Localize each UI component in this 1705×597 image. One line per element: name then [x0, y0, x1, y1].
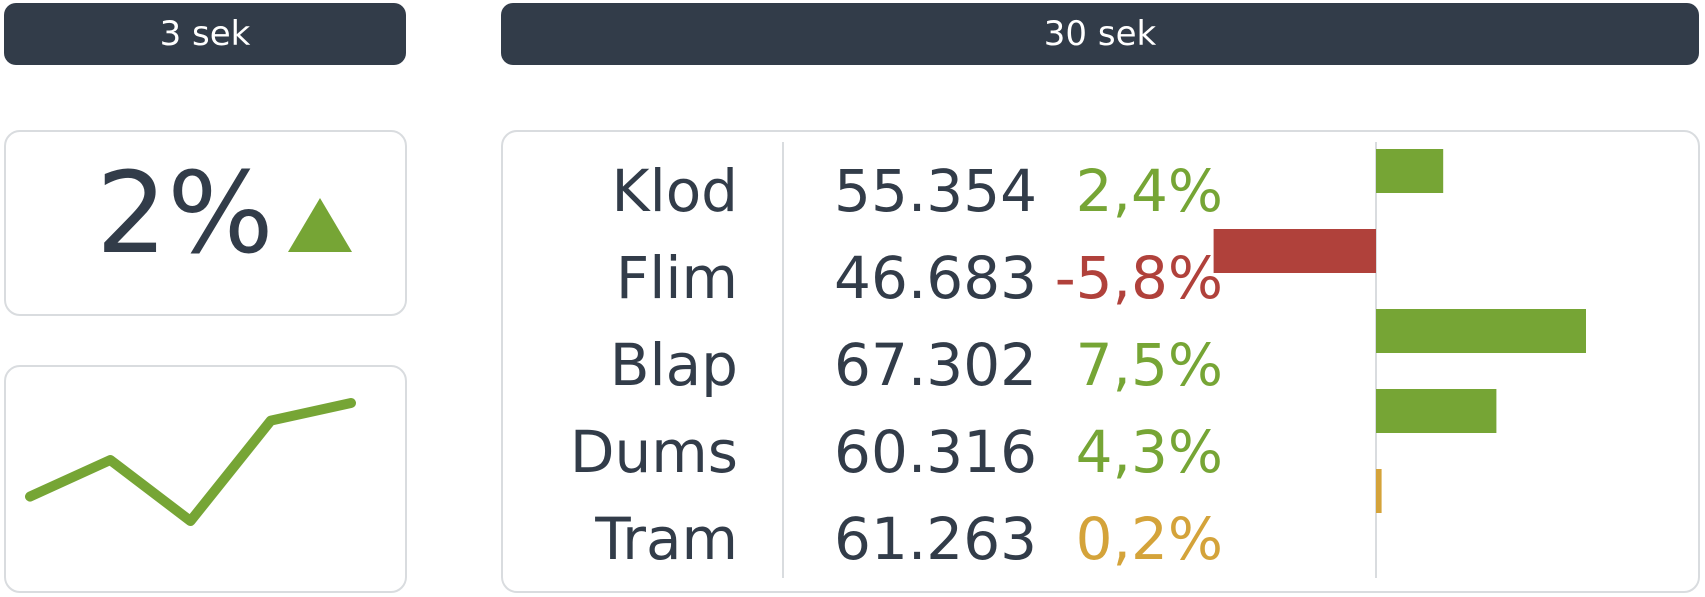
- bar-klod: [1376, 149, 1444, 193]
- table-row: Dums 60.316 4,3%: [503, 409, 1698, 497]
- table-row: Blap 67.302 7,5%: [503, 322, 1698, 410]
- row-name: Klod: [611, 157, 738, 225]
- table-row: Flim 46.683 -5,8%: [503, 235, 1698, 323]
- row-change: -5,8%: [1054, 244, 1223, 312]
- kpi-value: 2%: [96, 149, 274, 279]
- triangle-up-icon: [288, 198, 352, 252]
- row-name: Blap: [609, 331, 738, 399]
- header-3-sek: 3 sek: [4, 3, 406, 65]
- row-value: 46.683: [834, 244, 1037, 312]
- table-row: Klod 55.354 2,4%: [503, 148, 1698, 236]
- sparkline-card: [4, 365, 407, 593]
- row-value: 67.302: [834, 331, 1037, 399]
- row-change: 7,5%: [1075, 331, 1223, 399]
- kpi-card: 2%: [4, 130, 407, 316]
- bar-blap: [1376, 309, 1586, 353]
- row-name: Dums: [569, 418, 738, 486]
- row-value: 60.316: [834, 418, 1037, 486]
- row-change: 0,2%: [1075, 505, 1223, 573]
- table-card: Klod 55.354 2,4% Flim 46.683 -5,8% Blap 67.302 7…: [501, 130, 1700, 593]
- row-name: Tram: [595, 505, 738, 573]
- bar-tram: [1376, 469, 1382, 513]
- bar-flim: [1213, 229, 1376, 273]
- row-value: 61.263: [834, 505, 1037, 573]
- header-right-label: 30 sek: [1043, 14, 1157, 54]
- row-change: 2,4%: [1075, 157, 1223, 225]
- header-30-sek: 30 sek: [501, 3, 1699, 65]
- header-left-label: 3 sek: [159, 14, 251, 54]
- row-change: 4,3%: [1075, 418, 1223, 486]
- table-row: Tram 61.263 0,2%: [503, 496, 1698, 584]
- column-separator: [782, 142, 784, 578]
- sparkline-chart: [25, 398, 356, 526]
- sparkline-line: [25, 398, 356, 526]
- bar-chart: [1213, 142, 1586, 578]
- bar-dums: [1376, 389, 1497, 433]
- row-name: Flim: [615, 244, 738, 312]
- row-value: 55.354: [834, 157, 1037, 225]
